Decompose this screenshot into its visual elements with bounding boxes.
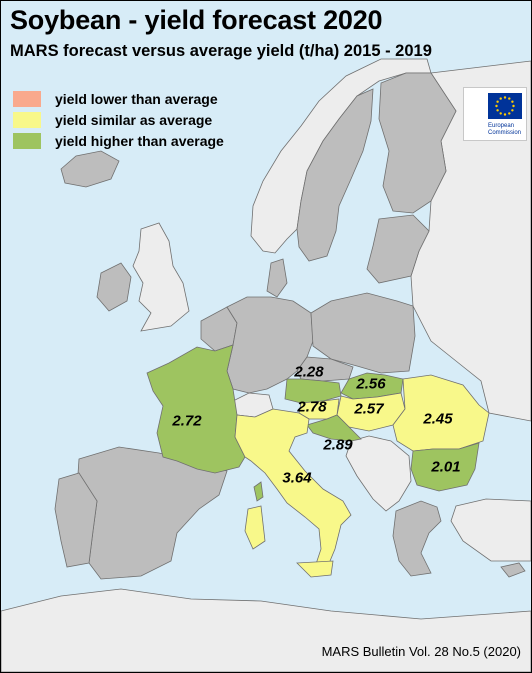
eu-no-data — [54, 72, 526, 580]
legend-item-similar: yield similar as average — [13, 109, 224, 130]
region-sardinia — [244, 505, 266, 550]
value-austria: 2.28 — [294, 363, 324, 381]
legend-item-lower: yield lower than average — [13, 88, 224, 109]
legend-label-lower: yield lower than average — [55, 90, 218, 107]
country-finland — [378, 72, 457, 214]
country-balkans — [345, 435, 412, 512]
logo-text: European Commission — [488, 123, 521, 137]
country-denmark — [266, 258, 288, 298]
country-norway — [250, 58, 432, 254]
legend-item-higher: yield higher than average — [13, 130, 224, 151]
value-italy: 3.64 — [282, 469, 312, 487]
country-greece — [392, 500, 442, 577]
value-romania: 2.45 — [423, 410, 453, 428]
north-africa — [1, 588, 531, 672]
legend-label-similar: yield similar as average — [55, 111, 213, 128]
region-corsica — [253, 481, 264, 502]
legend-swatch-similar — [13, 111, 41, 128]
value-france: 2.72 — [172, 412, 202, 430]
country-iceland — [60, 150, 120, 188]
region-bulgaria — [410, 442, 480, 492]
region-croatia — [306, 414, 362, 442]
logo-text-line1: European — [488, 123, 515, 129]
non-eu-land — [1, 58, 531, 672]
map-title: Soybean - yield forecast 2020 — [10, 5, 383, 35]
footer-source: MARS Bulletin Vol. 28 No.5 (2020) — [321, 644, 521, 659]
country-poland — [310, 292, 416, 374]
country-turkey — [450, 498, 531, 562]
country-sweden — [296, 88, 374, 262]
country-uk — [132, 222, 190, 332]
value-slovakia: 2.56 — [356, 375, 386, 393]
legend-swatch-lower — [13, 90, 41, 107]
country-baltics — [366, 214, 430, 284]
value-croatia: 2.89 — [323, 436, 353, 454]
legend: yield lower than average yield similar a… — [13, 88, 224, 151]
country-portugal — [54, 472, 98, 568]
region-sicily — [296, 560, 334, 578]
value-slovenia: 2.78 — [297, 398, 327, 416]
eu-flag-icon — [488, 93, 522, 119]
european-commission-logo: European Commission — [463, 87, 527, 141]
forecast-regions — [146, 344, 490, 578]
country-ireland — [96, 262, 132, 312]
region-italy — [234, 408, 352, 574]
value-hungary: 2.57 — [354, 400, 384, 418]
legend-label-higher: yield higher than average — [55, 132, 224, 149]
logo-text-line2: Commission — [488, 130, 522, 136]
country-cyprus — [500, 562, 526, 578]
map-subtitle: MARS forecast versus average yield (t/ha… — [10, 42, 432, 60]
value-bulgaria: 2.01 — [431, 458, 461, 476]
legend-swatch-higher — [13, 132, 41, 149]
